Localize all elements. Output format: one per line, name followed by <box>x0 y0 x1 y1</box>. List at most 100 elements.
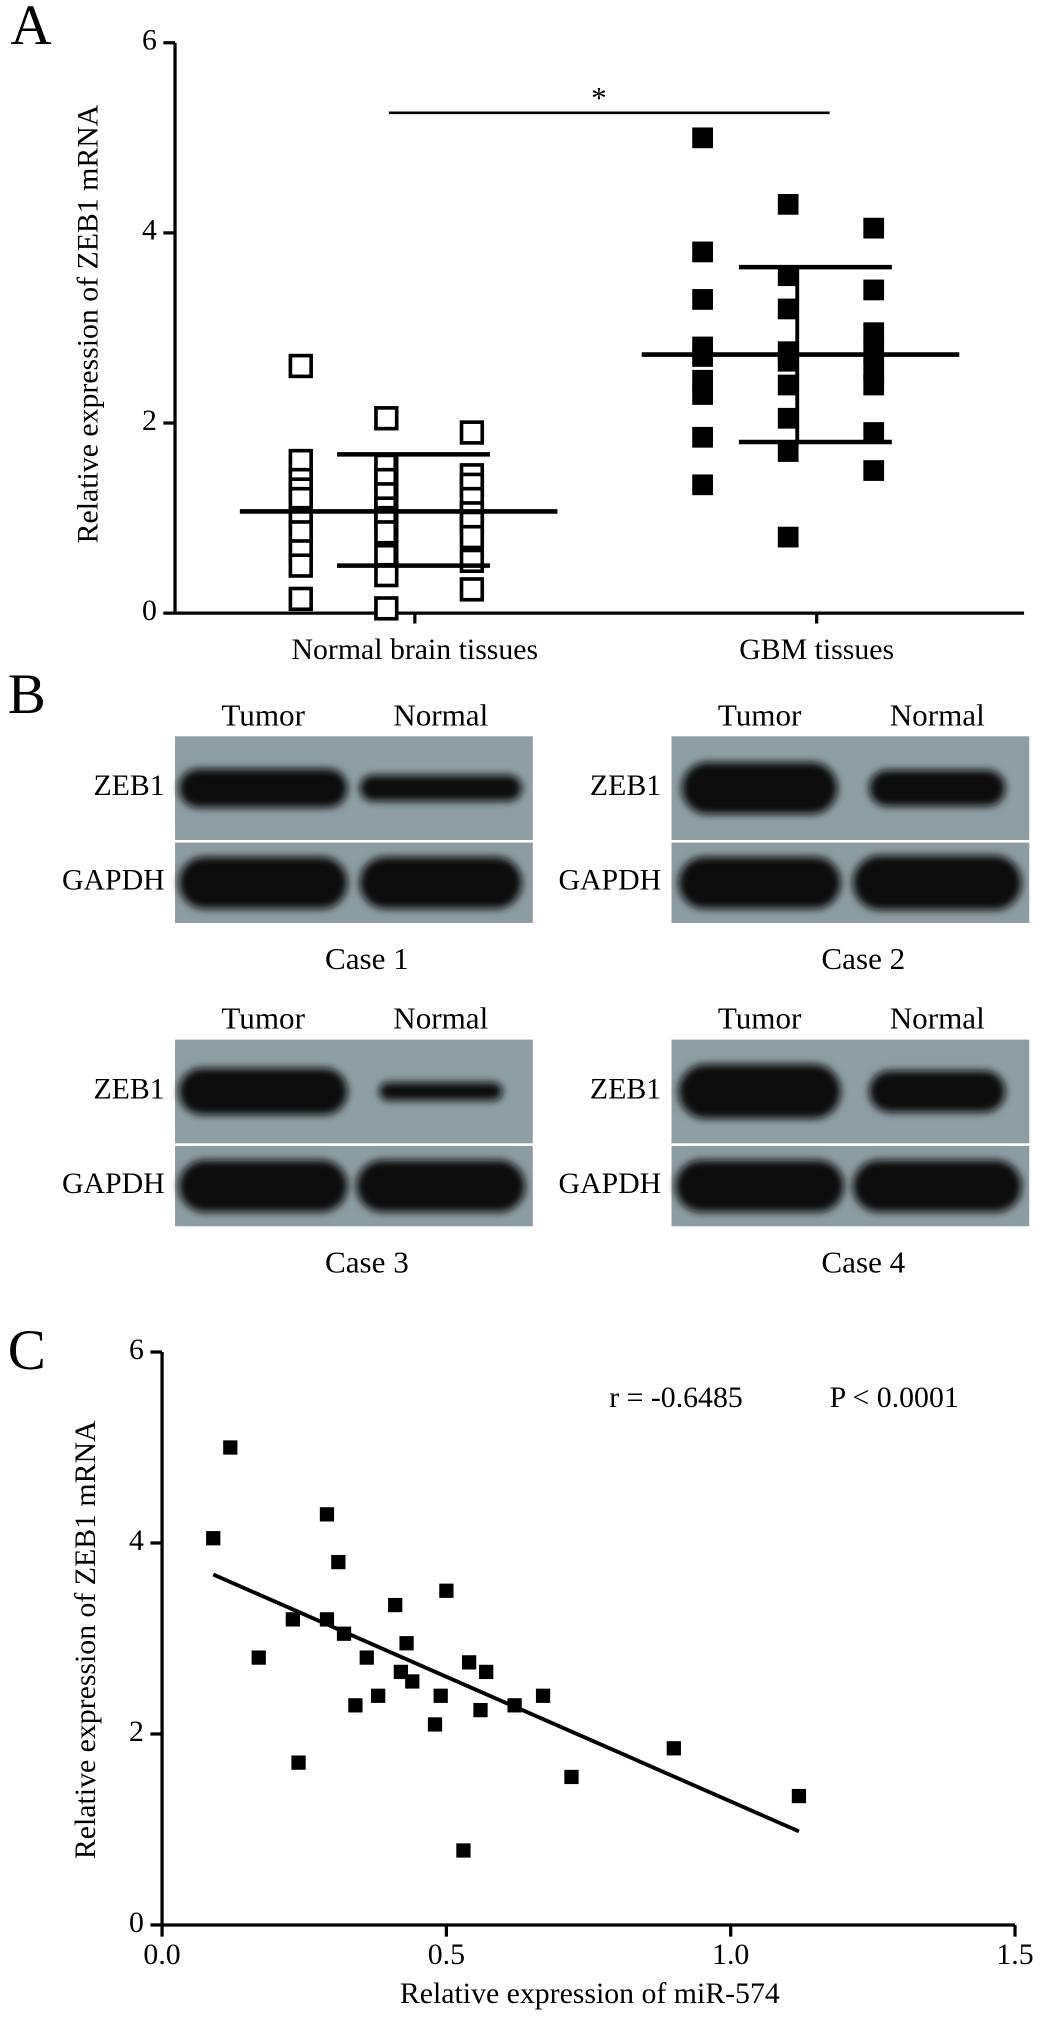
data-point <box>692 384 713 405</box>
row-label: ZEB1 <box>590 769 661 802</box>
band <box>678 1064 841 1119</box>
data-point <box>359 1650 374 1665</box>
data-point <box>461 1655 477 1670</box>
data-point <box>777 407 799 429</box>
blot <box>671 1039 1030 1227</box>
blot <box>175 736 533 923</box>
lane-label: Normal <box>393 697 488 732</box>
x-tick-label: 1.0 <box>712 1938 749 1971</box>
x-tick-label: 0.0 <box>143 1938 180 1971</box>
band <box>681 762 838 815</box>
band <box>675 1160 844 1213</box>
x-tick-label: 0.5 <box>428 1938 465 1971</box>
x-tick-label: 1.5 <box>996 1938 1033 1971</box>
data-point <box>863 422 885 443</box>
data-point <box>459 420 485 445</box>
lane-label: Normal <box>890 1001 985 1036</box>
data-point <box>285 1612 300 1627</box>
data-point <box>371 1688 386 1703</box>
data-point <box>206 1531 221 1546</box>
band <box>379 1082 503 1101</box>
case-caption: Case 3 <box>325 1244 409 1279</box>
data-point <box>777 374 799 396</box>
data-point <box>319 1507 335 1522</box>
data-point <box>388 1597 403 1613</box>
data-point <box>459 577 485 602</box>
data-point <box>399 1636 414 1651</box>
data-point <box>348 1698 363 1713</box>
data-point <box>223 1440 238 1455</box>
lane-label: Tumor <box>718 1001 802 1036</box>
data-point <box>863 341 885 363</box>
lane-label: Tumor <box>221 1001 305 1036</box>
band <box>178 768 348 808</box>
panel-label: A <box>10 0 51 57</box>
data-point <box>331 1554 346 1570</box>
lane-label: Tumor <box>221 697 305 732</box>
data-point <box>666 1741 681 1756</box>
panel-label: C <box>8 1319 46 1382</box>
data-point <box>535 1688 551 1703</box>
band <box>359 856 522 909</box>
band <box>678 856 841 909</box>
stat-annotation: P < 0.0001 <box>830 1381 959 1414</box>
data-point <box>863 374 885 396</box>
x-tick-label: Normal brain tissues <box>292 633 539 666</box>
data-point <box>564 1769 579 1785</box>
data-point <box>863 279 885 301</box>
data-point <box>777 298 799 320</box>
data-point <box>288 586 313 612</box>
fit-line <box>212 1572 800 1834</box>
row-label: ZEB1 <box>93 1072 164 1105</box>
band <box>178 1160 348 1213</box>
data-point <box>692 241 713 263</box>
y-axis-label: Relative expression of ZEB1 mRNA <box>72 104 105 543</box>
case-caption: Case 1 <box>325 941 409 976</box>
case-caption: Case 4 <box>821 1244 905 1279</box>
data-point <box>692 474 713 496</box>
data-point <box>777 265 799 287</box>
y-tick-label: 2 <box>142 404 157 437</box>
row-label: ZEB1 <box>93 769 164 802</box>
lane-label: Tumor <box>718 697 802 732</box>
y-axis-label: Relative expression of ZEB1 mRNA <box>69 1420 102 1859</box>
y-tick-label: 4 <box>129 1524 144 1557</box>
y-tick-label: 6 <box>142 24 157 57</box>
data-point <box>777 526 799 548</box>
lane-label: Normal <box>890 697 985 732</box>
data-point <box>479 1664 494 1680</box>
band <box>869 1070 1006 1113</box>
data-point <box>405 1674 420 1689</box>
band <box>178 856 348 909</box>
data-point <box>473 1702 488 1718</box>
y-tick-label: 6 <box>129 1333 144 1366</box>
blot <box>175 1039 533 1227</box>
data-point <box>439 1583 454 1598</box>
y-tick-label: 0 <box>142 594 157 627</box>
row-label: GAPDH <box>62 864 165 897</box>
data-point <box>393 1664 409 1680</box>
data-point <box>863 217 885 239</box>
y-tick-label: 2 <box>129 1715 144 1748</box>
data-point <box>288 553 313 578</box>
data-point <box>863 460 885 481</box>
row-label: GAPDH <box>62 1167 165 1200</box>
band <box>869 769 1006 807</box>
band <box>178 1068 348 1115</box>
x-axis-label: Relative expression of miR-574 <box>400 1977 780 2010</box>
data-point <box>456 1843 471 1858</box>
data-point <box>288 353 313 379</box>
data-point <box>777 194 799 215</box>
case-caption: Case 2 <box>821 941 905 976</box>
y-tick-label: 4 <box>142 214 157 247</box>
data-point <box>459 524 485 550</box>
significance-label: * <box>591 80 607 115</box>
data-point <box>692 127 713 149</box>
band <box>852 1160 1022 1213</box>
band <box>852 855 1022 910</box>
data-point <box>459 548 485 574</box>
data-point <box>251 1650 266 1665</box>
data-point <box>427 1717 443 1732</box>
